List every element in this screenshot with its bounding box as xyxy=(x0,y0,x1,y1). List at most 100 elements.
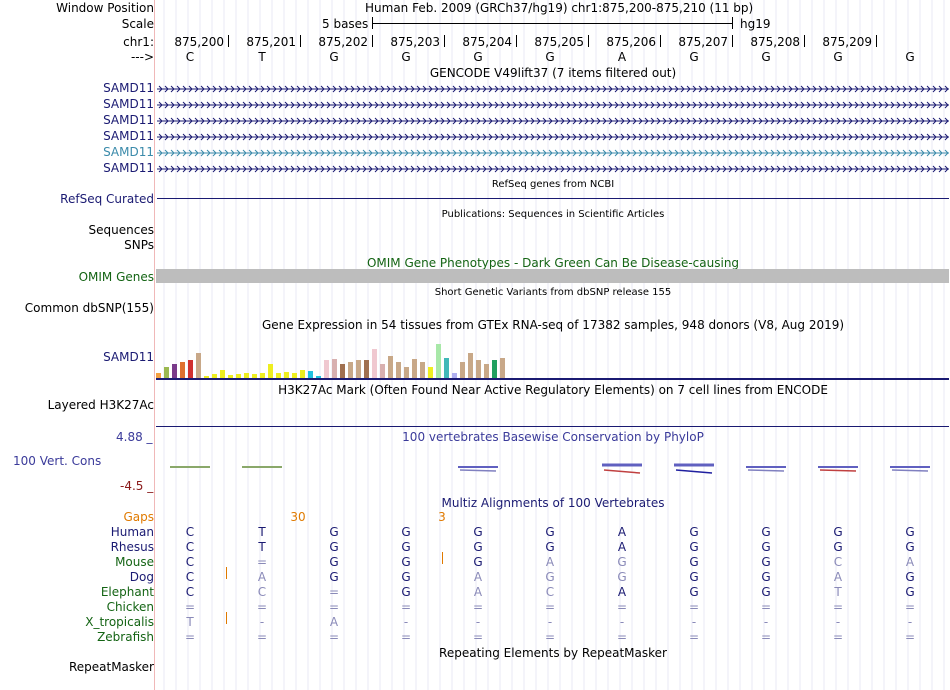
gtex-tissue-bar[interactable] xyxy=(420,362,425,378)
gtex-tissue-bar[interactable] xyxy=(172,364,177,378)
base-letter: G xyxy=(401,50,411,64)
gtex-tissue-bar[interactable] xyxy=(492,360,497,378)
gtex-tissue-bar[interactable] xyxy=(220,370,225,378)
gtex-tissue-bar[interactable] xyxy=(324,360,329,378)
gtex-tissue-bar[interactable] xyxy=(428,367,433,378)
ruler-tick xyxy=(804,35,805,47)
snps-track-label[interactable]: SNPs xyxy=(124,238,154,252)
repeatmasker-track-label[interactable]: RepeatMasker xyxy=(68,660,154,674)
multiz-species-label[interactable]: Chicken xyxy=(106,600,154,614)
gencode-gene-line[interactable] xyxy=(157,83,949,93)
insertion-mark xyxy=(226,612,227,624)
omim-track-label[interactable]: OMIM Genes xyxy=(78,270,154,284)
gtex-tissue-bar[interactable] xyxy=(452,373,457,378)
gencode-gene-line[interactable] xyxy=(157,115,949,125)
multiz-species-label[interactable]: Elephant xyxy=(100,585,154,599)
gtex-tissue-bar[interactable] xyxy=(444,358,449,378)
gencode-gene-label[interactable]: SAMD11 xyxy=(103,81,154,95)
gtex-tissue-bar[interactable] xyxy=(260,373,265,378)
multiz-species-label[interactable]: Human xyxy=(110,525,154,539)
multiz-species-label[interactable]: X_tropicalis xyxy=(85,615,154,629)
multiz-base: G xyxy=(905,585,915,599)
gencode-gene-label[interactable]: SAMD11 xyxy=(103,97,154,111)
omim-gene-bar[interactable] xyxy=(156,269,949,283)
multiz-species-label[interactable]: Rhesus xyxy=(110,540,154,554)
gtex-tissue-bar[interactable] xyxy=(356,360,361,378)
gtex-tissue-bar[interactable] xyxy=(228,375,233,378)
cons-track-label[interactable]: 100 Vert. Cons xyxy=(13,454,102,468)
cons-signal[interactable] xyxy=(156,455,950,480)
gtex-tissue-bar[interactable] xyxy=(364,360,369,378)
gtex-tissue-bar[interactable] xyxy=(404,367,409,378)
gencode-gene-line[interactable] xyxy=(157,163,949,173)
scale-label: Scale xyxy=(121,17,154,31)
gtex-tissue-bar[interactable] xyxy=(188,360,193,378)
gtex-tissue-bar[interactable] xyxy=(156,373,161,378)
gtex-tissue-bar[interactable] xyxy=(236,374,241,378)
gtex-tissue-bar[interactable] xyxy=(468,353,473,378)
gtex-tissue-bar[interactable] xyxy=(412,359,417,378)
gtex-tissue-bar[interactable] xyxy=(396,362,401,378)
gtex-tissue-bar[interactable] xyxy=(372,349,377,378)
gtex-tissue-bar[interactable] xyxy=(196,353,201,378)
multiz-species-label[interactable]: Mouse xyxy=(115,555,154,569)
ruler-tick xyxy=(300,35,301,47)
gtex-tissue-bar[interactable] xyxy=(316,376,321,378)
multiz-base: G xyxy=(761,525,771,539)
gtex-tissue-bar[interactable] xyxy=(340,364,345,378)
multiz-base: G xyxy=(473,525,483,539)
gtex-tissue-bar[interactable] xyxy=(388,356,393,378)
gtex-tissue-bar[interactable] xyxy=(380,364,385,378)
refseq-gene-line[interactable] xyxy=(157,198,949,199)
gtex-tissue-bar[interactable] xyxy=(180,362,185,378)
assembly-position-text: Human Feb. 2009 (GRCh37/hg19) chr1:875,2… xyxy=(365,1,754,15)
dbsnp-track-label[interactable]: Common dbSNP(155) xyxy=(24,301,154,315)
gtex-tissue-bar[interactable] xyxy=(484,364,489,378)
multiz-base: G xyxy=(689,585,699,599)
multiz-base: A xyxy=(617,525,627,539)
multiz-base: G xyxy=(689,525,699,539)
gtex-tissue-bar[interactable] xyxy=(292,373,297,378)
gtex-tissue-bar[interactable] xyxy=(460,362,465,378)
multiz-base: A xyxy=(905,555,915,569)
gencode-gene-label[interactable]: SAMD11 xyxy=(103,161,154,175)
multiz-base: T xyxy=(834,585,842,599)
gencode-gene-label[interactable]: SAMD11 xyxy=(103,113,154,127)
gap-count: 3 xyxy=(438,510,446,524)
multiz-base: A xyxy=(545,555,555,569)
gtex-tissue-bar[interactable] xyxy=(348,362,353,378)
gtex-tissue-bar[interactable] xyxy=(276,373,281,378)
gtex-tissue-bar[interactable] xyxy=(332,359,337,378)
gtex-tissue-bar[interactable] xyxy=(500,358,505,378)
insertion-mark xyxy=(226,567,227,579)
gtex-tissue-bar[interactable] xyxy=(244,373,249,378)
gtex-tissue-bar[interactable] xyxy=(212,374,217,378)
refseq-track-label[interactable]: RefSeq Curated xyxy=(60,192,154,206)
gtex-tissue-bar[interactable] xyxy=(204,376,209,378)
multiz-species-label[interactable]: Dog xyxy=(129,570,154,584)
gtex-gene-label[interactable]: SAMD11 xyxy=(103,350,154,364)
gencode-gene-line[interactable] xyxy=(157,99,949,109)
gtex-tissue-bar[interactable] xyxy=(308,371,313,378)
gtex-tissue-bar[interactable] xyxy=(300,370,305,378)
ruler-tick xyxy=(732,35,733,47)
gtex-tissue-bar[interactable] xyxy=(268,364,273,378)
gtex-expression-chart[interactable] xyxy=(156,333,536,378)
ruler-tick xyxy=(444,35,445,47)
gtex-tissue-bar[interactable] xyxy=(436,344,441,378)
gtex-tissue-bar[interactable] xyxy=(164,367,169,378)
sequences-track-label[interactable]: Sequences xyxy=(88,223,154,237)
multiz-base: G xyxy=(833,525,843,539)
gtex-tissue-bar[interactable] xyxy=(476,360,481,378)
strand-arrow-label: ---> xyxy=(130,50,154,64)
gencode-gene-line[interactable] xyxy=(157,147,949,157)
gencode-gene-line[interactable] xyxy=(157,131,949,141)
gtex-tissue-bar[interactable] xyxy=(284,372,289,378)
gencode-gene-label[interactable]: SAMD11 xyxy=(103,145,154,159)
base-letter: A xyxy=(617,50,627,64)
gtex-tissue-bar[interactable] xyxy=(252,374,257,378)
gencode-gene-label[interactable]: SAMD11 xyxy=(103,129,154,143)
h3k27ac-track-label[interactable]: Layered H3K27Ac xyxy=(47,398,154,412)
multiz-base: G xyxy=(761,540,771,554)
multiz-species-label[interactable]: Zebrafish xyxy=(97,630,154,644)
